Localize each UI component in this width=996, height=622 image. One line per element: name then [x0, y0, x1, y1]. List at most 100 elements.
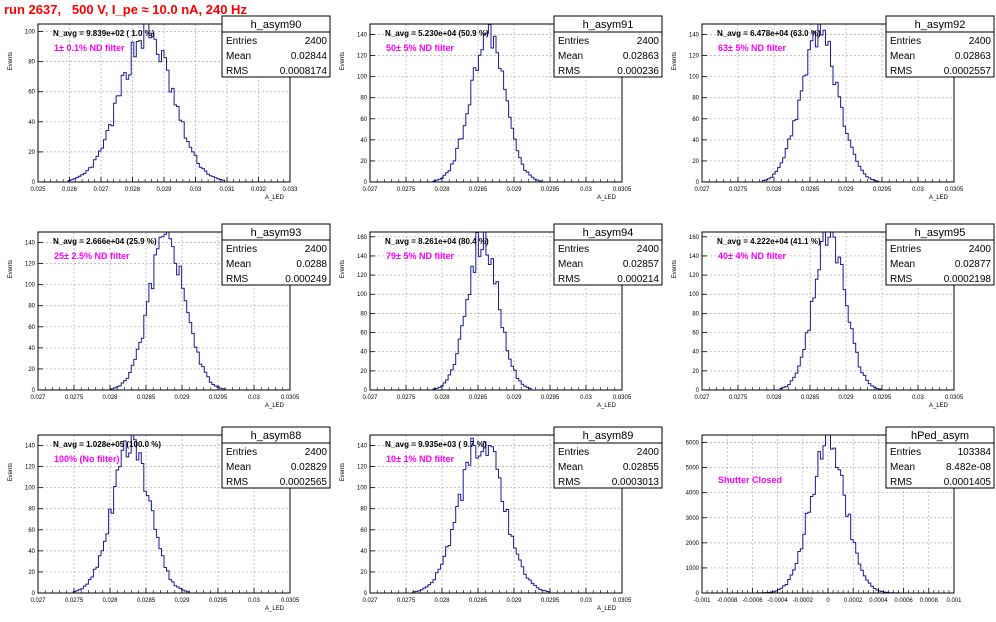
y-tick-label: 0 — [696, 388, 700, 394]
stats-value: 2400 — [637, 36, 660, 47]
stats-box — [885, 15, 995, 78]
y-axis-label: Events — [8, 463, 14, 481]
histogram-h_asym91: 0.027 0.0275 0.028 0.0285 0.029 0.0295 0.03 0.0… — [340, 15, 663, 201]
stats-key: RMS — [890, 477, 913, 488]
x-tick-label: -0.0004 — [767, 598, 788, 604]
filter-label: Shutter Closed — [718, 475, 782, 485]
y-tick-label: 20 — [692, 369, 699, 375]
y-tick-label: 140 — [689, 254, 700, 260]
x-tick-label: 0.0275 — [397, 598, 416, 604]
y-tick-label: 160 — [689, 235, 700, 241]
stats-value: 0.02844 — [291, 51, 328, 62]
stats-key: Entries — [890, 244, 921, 255]
stats-title: h_asym88 — [251, 430, 302, 442]
y-tick-label: 100 — [25, 283, 36, 289]
plot-frame — [369, 23, 623, 183]
y-tick-label: 120 — [25, 465, 36, 471]
x-tick-label: 0.0285 — [801, 187, 820, 193]
y-tick-label: 40 — [692, 138, 699, 144]
stats-value: 8.482e-08 — [946, 462, 991, 473]
stats-key: RMS — [558, 477, 581, 488]
y-tick-label: 40 — [692, 350, 699, 356]
plot-frame — [369, 434, 623, 594]
y-tick-label: 140 — [25, 241, 36, 247]
x-tick-label: 0.0275 — [397, 395, 416, 401]
x-tick-label: 0.0295 — [541, 598, 560, 604]
plot-frame — [369, 231, 623, 391]
x-tick-label: 0.03 — [580, 395, 592, 401]
plot-frame — [701, 23, 955, 183]
x-axis-label: A_LED — [265, 606, 285, 612]
y-tick-label: 20 — [360, 570, 367, 576]
filter-label: 25± 2.5% ND filter — [54, 251, 130, 261]
y-tick-label: 120 — [689, 54, 700, 60]
filter-label: 1± 0.1% ND filter — [54, 43, 125, 53]
stats-box — [553, 223, 663, 286]
x-tick-label: 0.028 — [766, 395, 782, 401]
y-tick-label: 100 — [357, 75, 368, 81]
x-tick-label: 0.027 — [93, 187, 109, 193]
histogram-h_asym92: 0.027 0.0275 0.028 0.0285 0.029 0.0295 0.03 0.0… — [672, 15, 995, 201]
panel-h_asym91: 0.027 0.0275 0.028 0.0285 0.029 0.0295 0.03 0.0… — [332, 14, 664, 211]
y-tick-label: 40 — [360, 138, 367, 144]
stats-value: 0.0002565 — [280, 477, 328, 488]
panel-h_asym90: 0.025 0.026 0.027 0.028 0.029 0.03 0.031 0.032 0… — [0, 14, 332, 211]
stats-value: 0.0008174 — [280, 66, 328, 77]
stats-value: 0.02863 — [623, 51, 660, 62]
y-tick-label: 2000 — [686, 541, 700, 547]
histogram-h_asym89: 0.027 0.0275 0.028 0.0285 0.029 0.0295 0.03 0.0… — [340, 426, 663, 612]
stats-value: 2400 — [969, 244, 992, 255]
stats-box — [553, 15, 663, 78]
panel-h_asym88: 0.027 0.0275 0.028 0.0285 0.029 0.0295 0.03 0.0… — [0, 425, 332, 622]
y-tick-label: 0 — [32, 180, 36, 186]
x-tick-label: 0.0305 — [613, 598, 632, 604]
y-tick-label: 80 — [360, 311, 367, 317]
stats-value: 0.000214 — [617, 274, 659, 285]
stats-title: h_asym92 — [915, 19, 966, 31]
y-tick-label: 4000 — [686, 491, 700, 497]
histogram-line — [38, 23, 290, 183]
y-tick-label: 20 — [360, 159, 367, 165]
stats-value: 2400 — [969, 36, 992, 47]
y-tick-label: 0 — [32, 388, 36, 394]
stats-title: h_asym95 — [915, 227, 966, 239]
y-axis-label: Events — [672, 52, 678, 70]
x-tick-label: 0.03 — [912, 187, 924, 193]
y-tick-label: 100 — [689, 292, 700, 298]
y-tick-label: 140 — [689, 33, 700, 39]
y-tick-label: 40 — [28, 549, 35, 555]
y-tick-label: 6000 — [686, 441, 700, 447]
y-tick-label: 20 — [28, 570, 35, 576]
x-tick-label: 0.031 — [219, 187, 235, 193]
y-tick-label: 140 — [357, 444, 368, 450]
page-title: run 2637, 500 V, I_pe ≈ 10.0 nA, 240 Hz — [4, 2, 247, 17]
y-tick-label: 80 — [28, 60, 35, 66]
histogram-h_asym94: 0.027 0.0275 0.028 0.0285 0.029 0.0295 0.03 0.0… — [340, 223, 663, 409]
x-tick-label: 0.029 — [506, 598, 522, 604]
x-tick-label: 0.029 — [506, 187, 522, 193]
y-tick-label: 140 — [357, 254, 368, 260]
y-tick-label: 80 — [692, 311, 699, 317]
stats-key: Entries — [558, 447, 589, 458]
x-tick-label: 0.032 — [251, 187, 267, 193]
panel-h_asym92: 0.027 0.0275 0.028 0.0285 0.029 0.0295 0.03 0.0… — [664, 14, 996, 211]
stats-value: 0.000236 — [617, 66, 659, 77]
stats-value: 0.0001405 — [944, 477, 992, 488]
stats-key: RMS — [226, 66, 249, 77]
x-tick-label: 0.0275 — [729, 187, 748, 193]
stats-key: Entries — [226, 244, 257, 255]
stats-value: 0.0003013 — [612, 477, 660, 488]
x-tick-label: -0.0006 — [742, 598, 763, 604]
navg-label: N_avg = 1.028e+05 (100.0 %) — [53, 440, 161, 449]
y-tick-label: 0 — [32, 591, 36, 597]
y-tick-label: 120 — [689, 273, 700, 279]
x-tick-label: 0.0295 — [209, 395, 228, 401]
x-tick-label: 0.029 — [174, 395, 190, 401]
x-tick-label: 0.0305 — [613, 395, 632, 401]
stats-key: Mean — [890, 462, 915, 473]
navg-label: N_avg = 8.261e+04 (80.4 %) — [385, 237, 489, 246]
x-tick-label: 0.0285 — [137, 598, 156, 604]
stats-value: 0.0288 — [296, 259, 327, 270]
x-tick-label: 0.033 — [282, 187, 298, 193]
navg-label: N_avg = 4.222e+04 (41.1 %) — [717, 237, 821, 246]
